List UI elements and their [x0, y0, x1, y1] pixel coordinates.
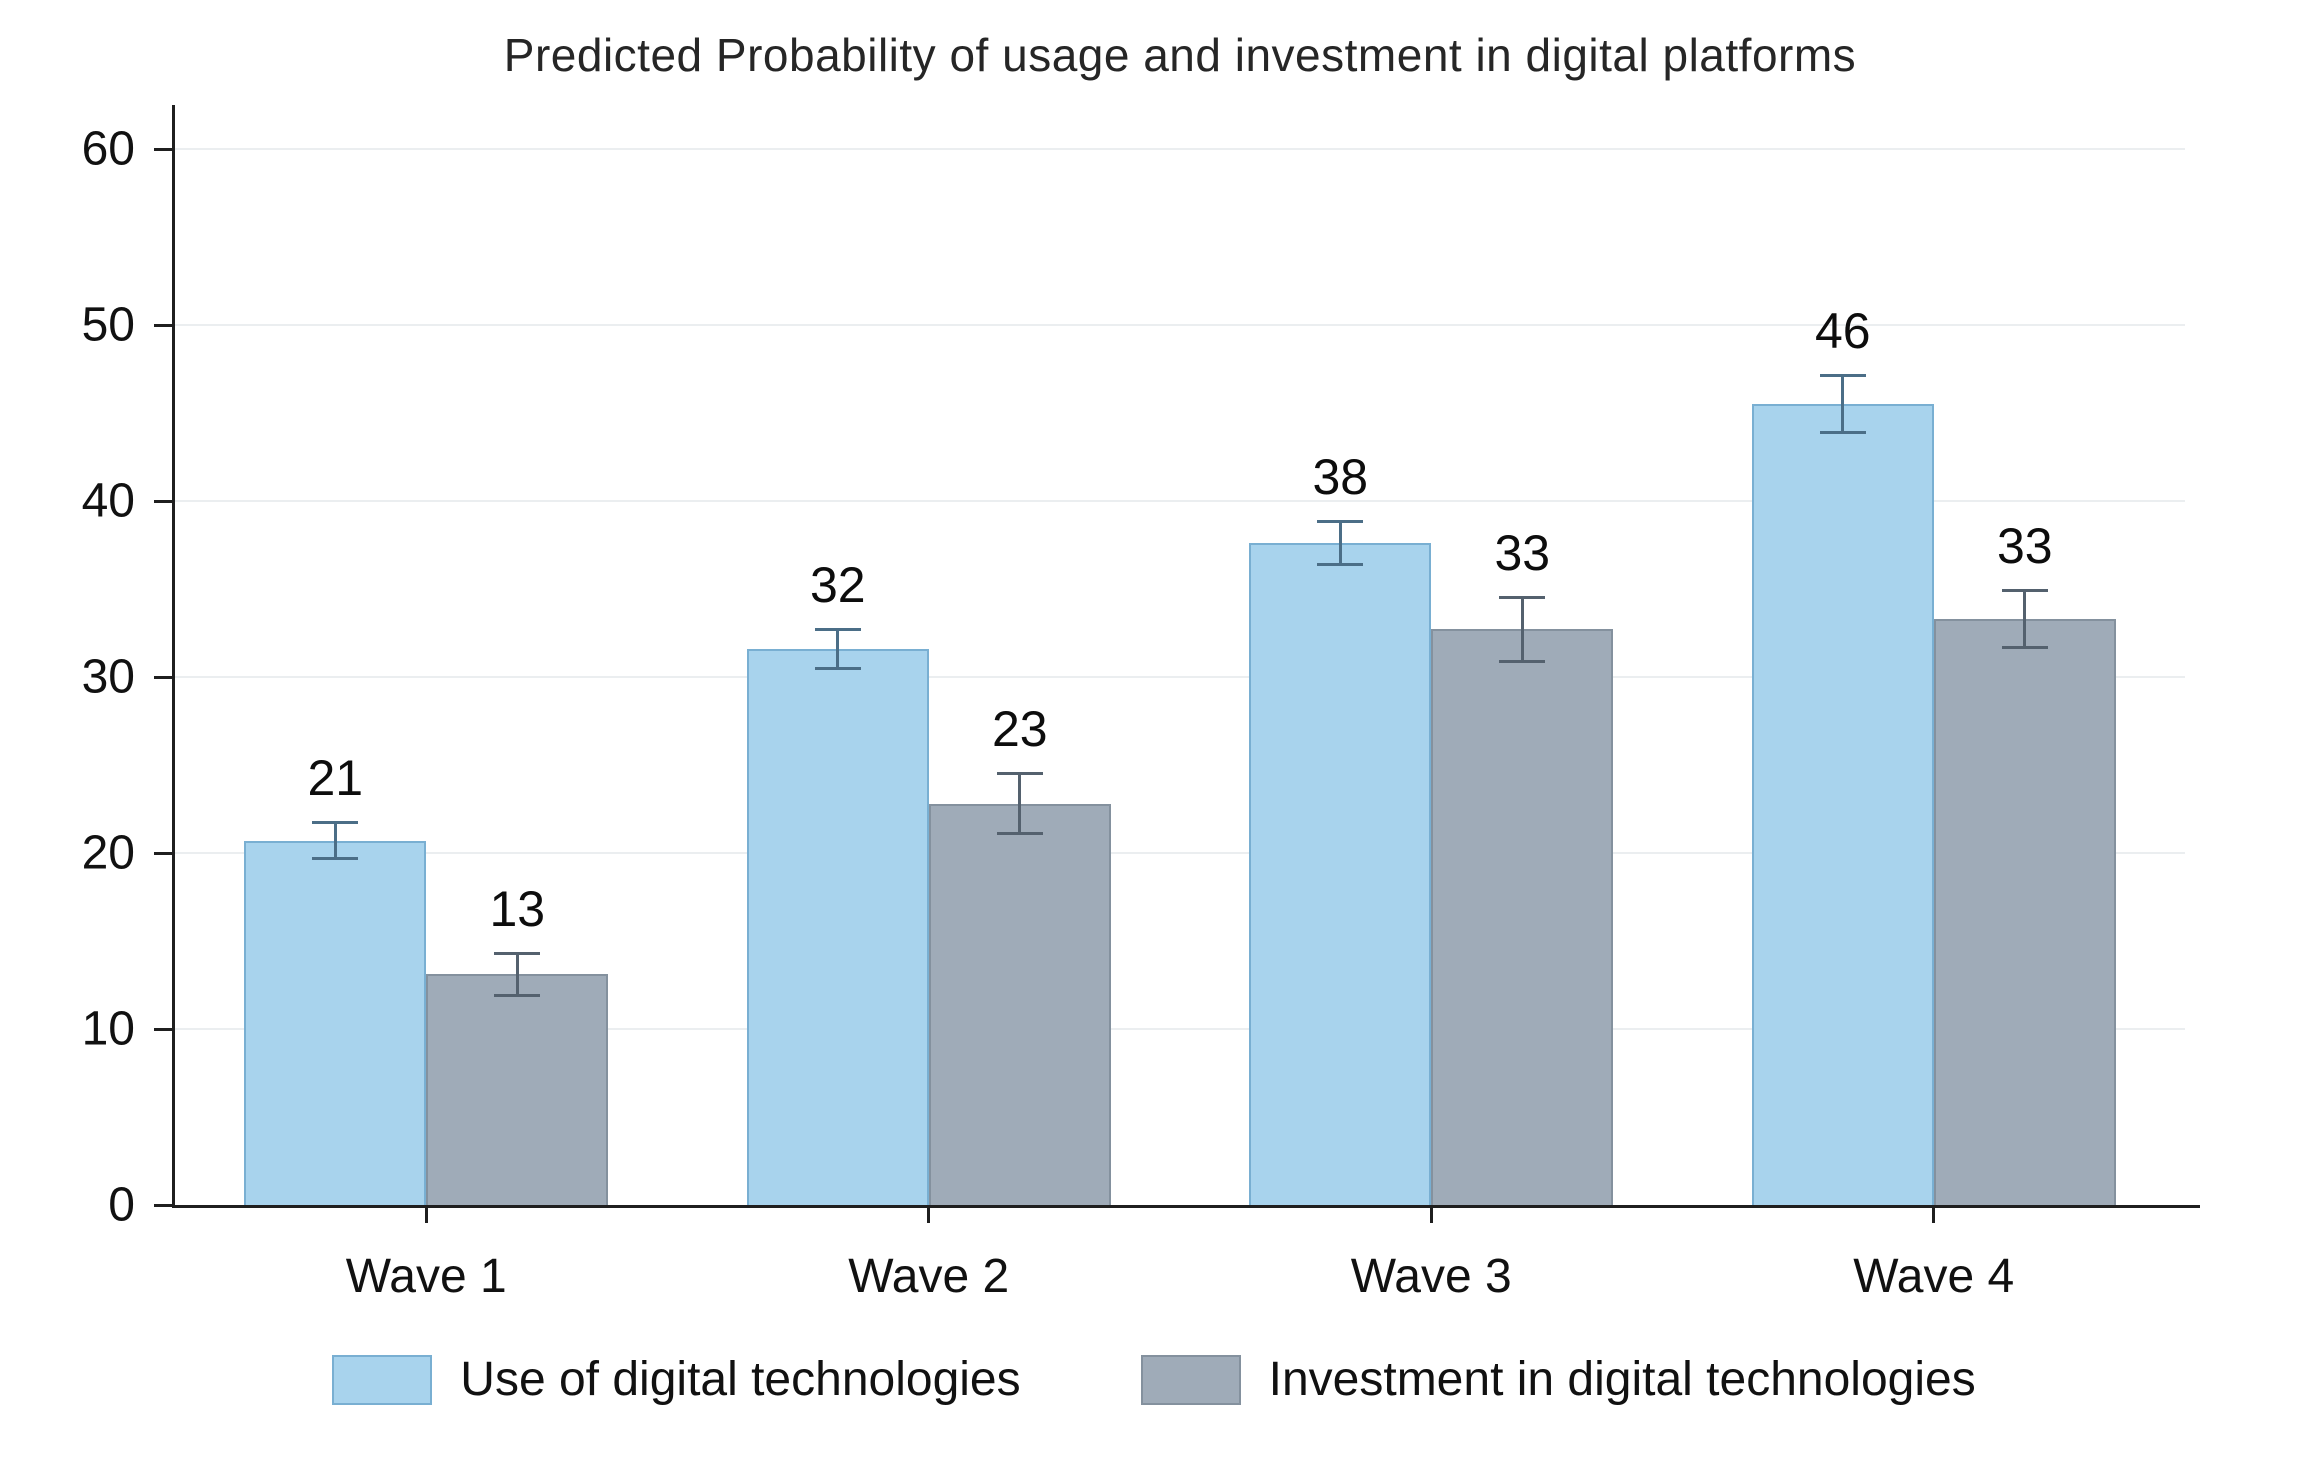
x-tick-mark-0	[424, 1205, 428, 1223]
x-category-label-2: Wave 3	[1350, 1250, 1512, 1303]
error-cap-top-series0-0	[312, 821, 359, 825]
legend-swatch-investment	[1140, 1354, 1241, 1405]
gridline-30	[175, 676, 2185, 678]
y-tick-label-40: 40	[81, 474, 135, 528]
bar-value-label-series1-0: 13	[489, 880, 546, 937]
bar-series0-wave-4	[1751, 404, 1934, 1205]
y-tick-mark-10	[154, 1028, 172, 1031]
y-axis-line	[172, 105, 175, 1208]
error-cap-top-series1-3	[2001, 589, 2048, 592]
error-cap-top-series0-2	[1317, 520, 1364, 524]
error-bar-series1-wave-1	[515, 951, 519, 998]
x-axis-line	[172, 1205, 2200, 1208]
bar-series0-wave-2	[746, 648, 929, 1205]
y-tick-mark-0	[154, 1204, 172, 1207]
x-tick-mark-1	[927, 1205, 931, 1223]
y-tick-mark-30	[154, 676, 172, 679]
bar-series0-wave-1	[244, 840, 427, 1205]
error-cap-bottom-series1-3	[2001, 645, 2048, 649]
bar-value-label-series1-1: 23	[991, 701, 1048, 758]
x-tick-mark-3	[1932, 1205, 1936, 1223]
legend-item-investment: Investment in digital technologies	[1140, 1352, 1976, 1407]
x-category-label-1: Wave 2	[848, 1250, 1010, 1303]
legend-label-use: Use of digital technologies	[460, 1353, 1021, 1406]
gridline-20	[175, 852, 2185, 854]
error-cap-bottom-series0-1	[814, 666, 861, 670]
x-tick-mark-2	[1429, 1205, 1433, 1223]
error-bar-series1-wave-3	[1520, 596, 1524, 663]
y-tick-mark-50	[154, 324, 172, 327]
y-tick-mark-40	[154, 500, 172, 503]
error-cap-top-series1-1	[996, 772, 1043, 776]
error-cap-bottom-series1-0	[494, 994, 541, 998]
error-cap-bottom-series0-3	[1819, 431, 1866, 435]
x-category-label-0: Wave 1	[345, 1250, 507, 1303]
legend-label-investment: Investment in digital technologies	[1268, 1353, 1976, 1406]
y-tick-label-20: 20	[81, 826, 135, 880]
error-cap-top-series1-2	[1499, 596, 1546, 600]
bar-value-label-series1-3: 33	[1996, 518, 2053, 574]
y-tick-mark-60	[154, 148, 172, 151]
bar-value-label-series0-3: 46	[1814, 303, 1871, 360]
bar-value-label-series1-2: 33	[1494, 525, 1551, 582]
error-cap-bottom-series1-2	[1499, 659, 1546, 663]
error-bar-series0-wave-4	[1841, 374, 1845, 435]
error-cap-bottom-series1-1	[996, 832, 1043, 836]
gridline-40	[175, 500, 2185, 502]
error-cap-bottom-series0-0	[312, 857, 359, 861]
error-bar-series1-wave-4	[2023, 589, 2027, 649]
bar-series1-wave-4	[1933, 618, 2116, 1205]
error-cap-top-series1-0	[494, 951, 541, 955]
y-tick-label-50: 50	[81, 298, 135, 352]
bar-value-label-series0-1: 32	[809, 556, 866, 613]
x-category-label-3: Wave 4	[1853, 1250, 2015, 1303]
gridline-50	[175, 324, 2185, 326]
bar-series0-wave-3	[1249, 543, 1432, 1205]
y-tick-label-10: 10	[81, 1002, 135, 1056]
error-bar-series1-wave-2	[1018, 772, 1022, 836]
error-bar-series0-wave-2	[836, 627, 840, 670]
gridline-60	[175, 148, 2185, 150]
chart-title: Predicted Probability of usage and inves…	[503, 29, 1857, 81]
error-cap-top-series0-1	[814, 627, 861, 631]
gridline-10	[175, 1028, 2185, 1030]
bar-value-label-series0-2: 38	[1312, 449, 1369, 506]
y-tick-mark-20	[154, 852, 172, 855]
error-bar-series0-wave-3	[1338, 520, 1342, 567]
bar-series1-wave-3	[1431, 629, 1614, 1205]
legend-swatch-use	[332, 1354, 433, 1405]
y-tick-label-60: 60	[81, 122, 135, 176]
error-cap-top-series0-3	[1819, 374, 1866, 378]
bar-series1-wave-1	[426, 974, 609, 1205]
error-bar-series0-wave-1	[333, 821, 337, 861]
y-tick-label-30: 30	[81, 650, 135, 704]
error-cap-bottom-series0-2	[1317, 563, 1364, 567]
bar-series1-wave-2	[928, 803, 1111, 1205]
legend: Use of digital technologies Investment i…	[0, 1352, 2308, 1407]
y-tick-label-0: 0	[108, 1178, 135, 1232]
bar-value-label-series0-0: 21	[307, 750, 364, 807]
legend-item-use: Use of digital technologies	[332, 1352, 1021, 1407]
